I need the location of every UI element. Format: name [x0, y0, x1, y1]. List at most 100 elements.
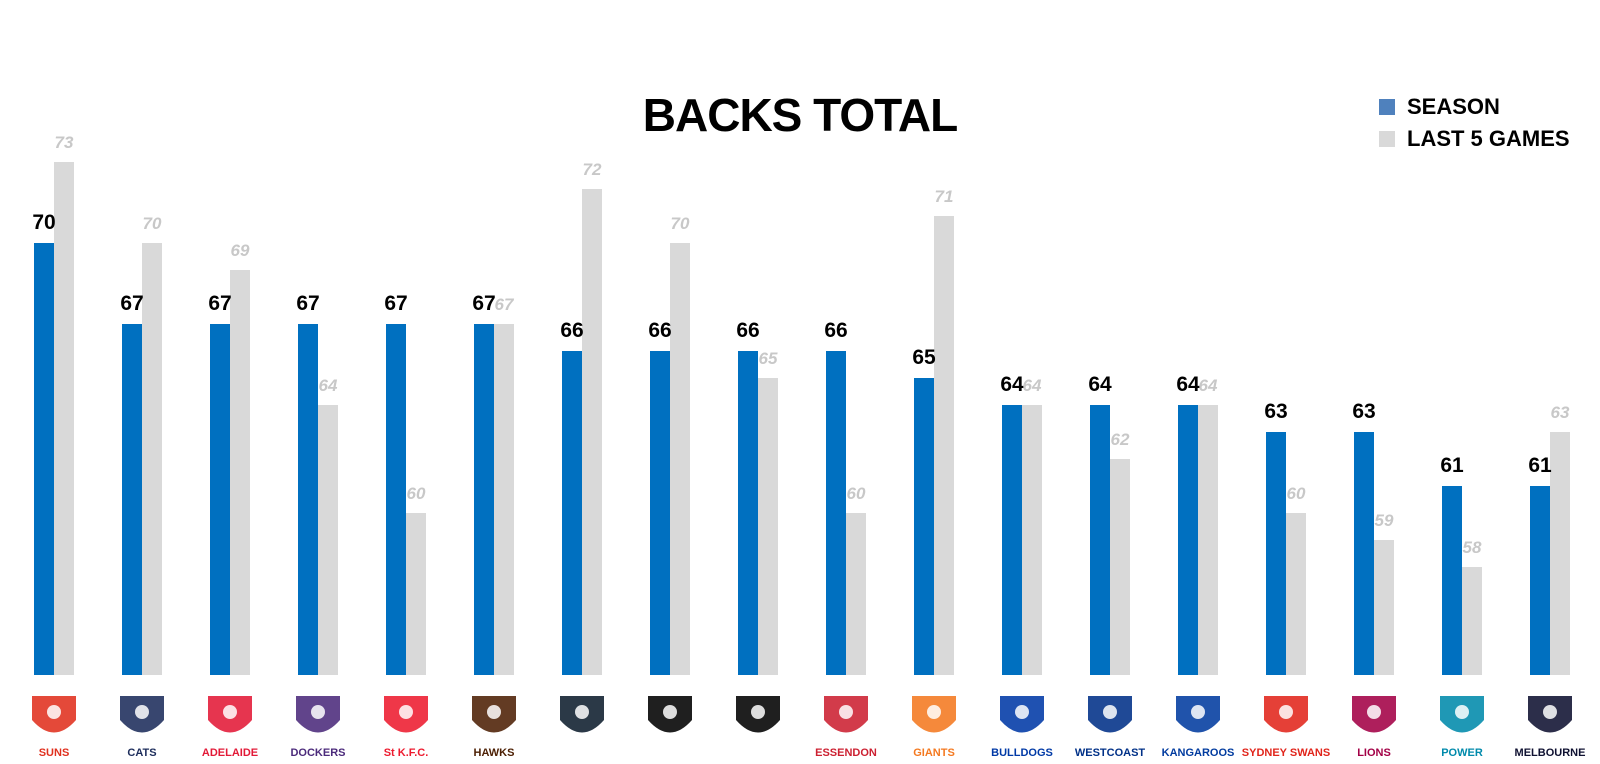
label-last5-17: 58 [1463, 538, 1482, 557]
bulldogs-logo-icon-emblem [1015, 705, 1029, 719]
lions-logo-icon-emblem [1367, 705, 1381, 719]
bar-season-15 [1266, 432, 1286, 675]
crows-logo-icon-text: ADELAIDE [202, 747, 258, 759]
label-season-3: 67 [208, 292, 231, 315]
suns-logo-icon-emblem [47, 705, 61, 719]
saints-logo-icon-text: St K.F.C. [384, 747, 429, 759]
label-season-7: 66 [560, 319, 583, 342]
power-logo-icon: POWER [1440, 696, 1484, 759]
suns-logo-icon-text: SUNS [39, 747, 70, 759]
demons-logo-icon-text: MELBOURNE [1515, 747, 1586, 759]
crows-logo-icon: ADELAIDE [202, 696, 258, 759]
label-season-17: 61 [1440, 454, 1464, 477]
label-season-16: 63 [1352, 400, 1375, 423]
label-season-2: 67 [120, 292, 143, 315]
bar-season-11 [914, 378, 934, 675]
bar-last5-16 [1374, 540, 1394, 675]
bar-season-17 [1442, 486, 1462, 675]
label-season-4: 67 [296, 292, 319, 315]
label-season-8: 66 [648, 319, 671, 342]
label-season-10: 66 [824, 319, 847, 342]
cats-logo-icon-emblem [135, 705, 149, 719]
label-season-9: 66 [736, 319, 759, 342]
label-season-14: 64 [1176, 373, 1200, 396]
hawks-logo-icon-text: HAWKS [474, 747, 515, 759]
bar-season-4 [298, 324, 318, 675]
bar-season-9 [738, 351, 758, 675]
bar-last5-9 [758, 378, 778, 675]
label-last5-2: 70 [143, 214, 162, 233]
bar-last5-11 [934, 216, 954, 675]
value-labels-group: 7073677067696764676067676672667066656660… [32, 133, 1570, 557]
dockers-logo-icon-emblem [311, 705, 325, 719]
label-last5-5: 60 [407, 484, 426, 503]
crows-logo-icon-emblem [223, 705, 237, 719]
label-season-6: 67 [472, 292, 495, 315]
swans-logo-icon: SYDNEY SWANS [1242, 696, 1330, 759]
bar-last5-12 [1022, 405, 1042, 675]
suns-logo-icon: SUNS [32, 696, 76, 759]
label-last5-8: 70 [671, 214, 690, 233]
hawks-logo-icon: HAWKS [472, 696, 516, 759]
tigers-logo-icon-emblem [751, 705, 765, 719]
legend-swatch-last5 [1379, 131, 1395, 147]
bar-last5-3 [230, 270, 250, 675]
label-last5-14: 64 [1199, 376, 1218, 395]
kangaroos-logo-icon: KANGAROOS [1162, 696, 1235, 759]
bar-last5-1 [54, 162, 74, 675]
swans-logo-icon-text: SYDNEY SWANS [1242, 747, 1330, 759]
bombers-logo-icon: ESSENDON [815, 696, 877, 759]
bombers-logo-icon-emblem [839, 705, 853, 719]
kangaroos-logo-icon-text: KANGAROOS [1162, 747, 1235, 759]
bar-season-12 [1002, 405, 1022, 675]
bar-season-10 [826, 351, 846, 675]
magpies-logo-icon-emblem [663, 705, 677, 719]
label-last5-15: 60 [1287, 484, 1306, 503]
bar-season-2 [122, 324, 142, 675]
label-last5-16: 59 [1375, 511, 1394, 530]
bar-last5-2 [142, 243, 162, 675]
bar-season-8 [650, 351, 670, 675]
bulldogs-logo-icon: BULLDOGS [991, 696, 1053, 759]
label-last5-10: 60 [847, 484, 866, 503]
dockers-logo-icon-text: DOCKERS [290, 747, 345, 759]
label-last5-3: 69 [231, 241, 250, 260]
chart-title: BACKS TOTAL [643, 89, 957, 141]
label-season-12: 64 [1000, 373, 1024, 396]
eagles-logo-icon-text: WESTCOAST [1075, 747, 1146, 759]
eagles-logo-icon-emblem [1103, 705, 1117, 719]
bar-last5-17 [1462, 567, 1482, 675]
legend-label-last5: LAST 5 GAMES [1407, 126, 1570, 151]
eagles-logo-icon: WESTCOAST [1075, 696, 1146, 759]
bar-season-6 [474, 324, 494, 675]
label-last5-6: 67 [495, 295, 515, 314]
demons-logo-icon-emblem [1543, 705, 1557, 719]
label-season-1: 70 [32, 211, 55, 234]
label-season-18: 61 [1528, 454, 1552, 477]
bar-last5-6 [494, 324, 514, 675]
bulldogs-logo-icon-text: BULLDOGS [991, 747, 1053, 759]
dockers-logo-icon: DOCKERS [290, 696, 346, 759]
lions-logo-icon: LIONS [1352, 696, 1396, 759]
magpies-logo-icon [648, 696, 692, 733]
label-season-15: 63 [1264, 400, 1287, 423]
bar-season-1 [34, 243, 54, 675]
label-last5-11: 71 [935, 187, 954, 206]
bars-group [34, 162, 1570, 675]
bar-last5-5 [406, 513, 426, 675]
power-logo-icon-emblem [1455, 705, 1469, 719]
bar-season-16 [1354, 432, 1374, 675]
team-logos-row: SUNS CATS ADELAIDE DOCKERS St K.F.C. HAWKS ESS… [32, 696, 1585, 759]
label-season-5: 67 [384, 292, 407, 315]
label-last5-4: 64 [319, 376, 338, 395]
label-last5-9: 65 [759, 349, 778, 368]
swans-logo-icon-emblem [1279, 705, 1293, 719]
bar-season-14 [1178, 405, 1198, 675]
bar-last5-4 [318, 405, 338, 675]
bar-last5-10 [846, 513, 866, 675]
carlton-logo-icon-emblem [575, 705, 589, 719]
bar-season-7 [562, 351, 582, 675]
label-last5-12: 64 [1023, 376, 1042, 395]
bar-season-5 [386, 324, 406, 675]
